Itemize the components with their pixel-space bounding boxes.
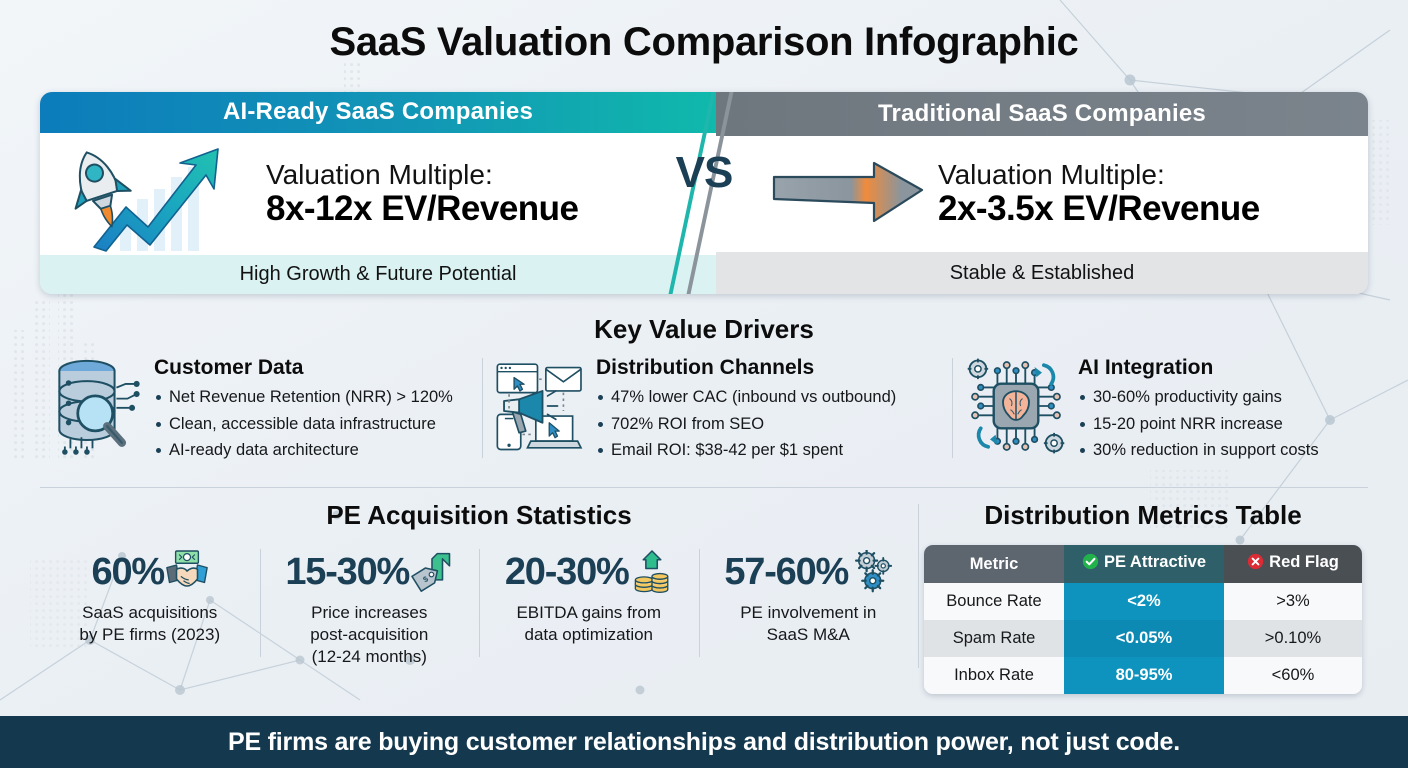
- vs-badge: VS: [675, 148, 734, 197]
- stat-caption: Price increases post-acquisition (12-24 mo…: [310, 603, 429, 667]
- page-title: SaaS Valuation Comparison Infographic: [329, 20, 1079, 64]
- gears-icon: [855, 550, 893, 593]
- table-header-row: Metric PE Attractive: [924, 545, 1362, 583]
- stat-caption: SaaS acquisitions by PE firms (2023): [79, 603, 221, 645]
- pe-stats-list: 60% SaaS acquisitions by PE firms (2023): [40, 547, 918, 668]
- cell-red-flag: >3%: [1224, 583, 1362, 620]
- footer-banner: PE firms are buying customer relationshi…: [0, 716, 1408, 768]
- coins-up-arrow-icon: [634, 550, 669, 593]
- footer-text: PE firms are buying customer relationshi…: [227, 727, 1180, 756]
- driver-customer-data: Customer Data Net Revenue Retention (NRR…: [40, 352, 482, 464]
- stat-value: 20-30%: [504, 550, 630, 593]
- rocket-growth-arrow-icon: [74, 148, 219, 252]
- key-drivers-section: Customer Data Net Revenue Retention (NRR…: [40, 352, 1368, 464]
- panel-ai-ready-metric-label: Valuation Multiple:: [266, 159, 493, 190]
- panel-ai-ready-body: Valuation Multiple: 8x-12x EV/Revenue: [40, 132, 716, 255]
- panel-traditional-metric-label: Valuation Multiple:: [938, 159, 1165, 191]
- panel-traditional-header: Traditional SaaS Companies: [716, 92, 1368, 136]
- driver-bullet: 30-60% productivity gains: [1078, 384, 1319, 411]
- driver-bullet: 702% ROI from SEO: [596, 411, 896, 438]
- driver-title: Customer Data: [154, 356, 304, 379]
- table-row: Spam Rate <0.05% >0.10%: [924, 620, 1362, 657]
- driver-bullet: Clean, accessible data infrastructure: [154, 411, 453, 438]
- cell-pe-attractive: 80-95%: [1064, 657, 1224, 694]
- panel-traditional: Traditional SaaS Companies Valuation: [716, 92, 1368, 294]
- pe-stats-section: PE Acquisition Statistics 60%: [40, 500, 918, 694]
- column-header-pe-attractive-label: PE Attractive: [1103, 553, 1207, 571]
- svg-text:$: $: [422, 574, 431, 584]
- cell-pe-attractive: <0.05%: [1064, 620, 1224, 657]
- column-header-red-flag-label: Red Flag: [1269, 553, 1339, 571]
- driver-bullet: Email ROI: $38-42 per $1 spent: [596, 437, 896, 464]
- panel-traditional-body: Valuation Multiple: 2x-3.5x EV/Revenue: [716, 136, 1368, 252]
- stat-item: 60% SaaS acquisitions by PE firms (2023): [40, 547, 260, 668]
- section-divider: [40, 487, 1368, 488]
- driver-bullet: Net Revenue Retention (NRR) > 120%: [154, 384, 453, 411]
- red-x-circle-icon: [1247, 553, 1264, 575]
- cell-red-flag: >0.10%: [1224, 620, 1362, 657]
- panel-ai-ready-header: AI-Ready SaaS Companies: [40, 92, 716, 133]
- table-row: Bounce Rate <2% >3%: [924, 583, 1362, 620]
- panel-traditional-footer: Stable & Established: [716, 252, 1368, 294]
- driver-bullet: AI-ready data architecture: [154, 437, 453, 464]
- driver-ai-integration: AI Integration 30-60% productivity gains…: [952, 352, 1368, 464]
- driver-bullet-list: 47% lower CAC (inbound vs outbound) 702%…: [596, 384, 896, 464]
- stat-item: 15-30% $ Price increases post-acquisition…: [259, 547, 480, 668]
- green-check-circle-icon: [1082, 553, 1099, 575]
- stat-value: 60%: [91, 550, 166, 593]
- megaphone-channels-icon: [496, 363, 583, 451]
- metrics-table-section: Distribution Metrics Table Metric PE Att…: [918, 500, 1368, 694]
- cell-metric: Inbox Rate: [924, 657, 1064, 694]
- driver-bullet: 15-20 point NRR increase: [1078, 411, 1319, 438]
- driver-title: Distribution Channels: [596, 356, 815, 379]
- panel-traditional-metric-value: 2x-3.5x EV/Revenue: [938, 189, 1260, 229]
- bottom-section: PE Acquisition Statistics 60%: [40, 500, 1368, 694]
- stat-item: 57-60%: [698, 547, 919, 668]
- cell-red-flag: <60%: [1224, 657, 1362, 694]
- stat-value: 15-30%: [285, 550, 410, 593]
- driver-bullet-list: Net Revenue Retention (NRR) > 120% Clean…: [154, 384, 453, 464]
- handshake-money-icon: [166, 550, 208, 587]
- stat-value: 57-60%: [724, 550, 849, 593]
- stat-item: 20-30%: [479, 547, 699, 668]
- driver-bullet: 30% reduction in support costs: [1078, 437, 1319, 464]
- panel-ai-ready: AI-Ready SaaS Companies: [40, 92, 716, 294]
- driver-bullet: 47% lower CAC (inbound vs outbound): [596, 384, 896, 411]
- cell-metric: Spam Rate: [924, 620, 1064, 657]
- database-magnifier-icon: [58, 359, 140, 455]
- pe-stats-heading: PE Acquisition Statistics: [326, 500, 632, 530]
- cell-metric: Bounce Rate: [924, 583, 1064, 620]
- key-drivers-heading: Key Value Drivers: [594, 314, 814, 344]
- brain-chip-icon: [967, 358, 1065, 454]
- table-row: Inbox Rate 80-95% <60%: [924, 657, 1362, 694]
- panel-ai-ready-metric-value: 8x-12x EV/Revenue: [266, 189, 579, 229]
- driver-bullet-list: 30-60% productivity gains 15-20 point NR…: [1078, 384, 1319, 464]
- column-header-pe-attractive: PE Attractive: [1064, 545, 1224, 583]
- stat-caption: EBITDA gains from data optimization: [516, 603, 662, 645]
- stat-caption: PE involvement in SaaS M&A: [740, 603, 877, 645]
- metrics-table-heading: Distribution Metrics Table: [984, 500, 1302, 530]
- driver-title: AI Integration: [1078, 356, 1214, 379]
- driver-distribution-channels: Distribution Channels 47% lower CAC (inb…: [482, 352, 952, 464]
- panel-ai-ready-footer: High Growth & Future Potential: [40, 254, 716, 294]
- column-header-metric: Metric: [924, 545, 1064, 583]
- flat-arrow-icon: [772, 161, 924, 223]
- valuation-comparison: AI-Ready SaaS Companies: [40, 92, 1368, 294]
- distribution-metrics-table: Metric PE Attractive: [924, 545, 1362, 694]
- price-tag-up-arrow-icon: $: [411, 552, 451, 593]
- cell-pe-attractive: <2%: [1064, 583, 1224, 620]
- column-header-red-flag: Red Flag: [1224, 545, 1362, 583]
